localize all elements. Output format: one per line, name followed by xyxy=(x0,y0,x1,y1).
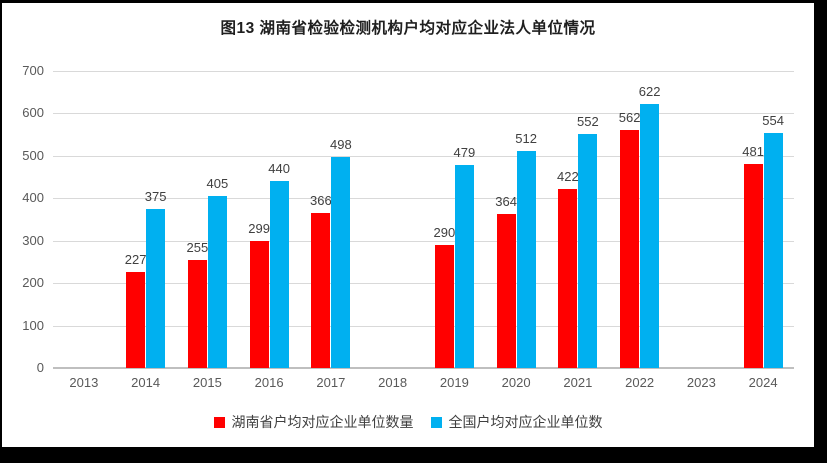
x-tick-label: 2019 xyxy=(439,375,469,390)
bar-hunan-2015 xyxy=(187,259,207,368)
data-label: 364 xyxy=(495,193,517,209)
gridline xyxy=(53,198,794,200)
y-tick-label: 600 xyxy=(22,105,44,121)
x-tick-label: 2013 xyxy=(69,375,99,390)
bar-group-2019: 290 479 xyxy=(424,71,486,368)
bar-national-2019 xyxy=(454,164,474,368)
bar-hunan-2022 xyxy=(620,129,640,368)
bar-group-2023 xyxy=(671,71,733,368)
y-tick-label: 200 xyxy=(22,275,44,291)
x-tick-label: 2015 xyxy=(192,375,222,390)
data-label: 422 xyxy=(557,168,579,184)
bar-national-2021 xyxy=(578,133,598,368)
gridline xyxy=(53,113,794,115)
bar-national-2022 xyxy=(640,104,660,368)
data-label: 562 xyxy=(618,109,641,125)
x-axis-labels: 2013 2014 2015 2016 2017 2018 2019 2020 2021 2022… xyxy=(53,375,794,393)
x-tick-label: 2021 xyxy=(563,375,593,390)
bar-national-2014 xyxy=(146,208,166,368)
data-label: 479 xyxy=(453,144,476,160)
x-tick-label: 2024 xyxy=(748,375,778,390)
x-tick-label: 2017 xyxy=(316,375,346,390)
bar-hunan-2021 xyxy=(558,188,578,368)
x-tick-label: 2014 xyxy=(131,375,161,390)
gridline xyxy=(53,283,794,285)
bar-group-2016: 299 440 xyxy=(238,71,300,368)
data-label: 227 xyxy=(124,251,147,267)
y-tick-label: 700 xyxy=(22,63,44,78)
x-tick-label: 2018 xyxy=(378,375,408,390)
bar-hunan-2016 xyxy=(249,241,269,368)
chart-title: 图13 湖南省检验检测机构户均对应企业法人单位情况 xyxy=(220,20,596,37)
bar-group-2021: 422 552 xyxy=(547,71,609,368)
data-label: 405 xyxy=(206,176,229,192)
data-label: 554 xyxy=(762,112,784,128)
bar-hunan-2019 xyxy=(434,244,454,368)
data-label: 552 xyxy=(577,113,599,129)
data-label: 375 xyxy=(144,188,167,204)
data-label: 512 xyxy=(515,130,537,146)
gridline xyxy=(53,325,794,327)
legend: 湖南省户均对应企业单位数量 全国户均对应企业单位数 xyxy=(2,412,814,432)
x-tick-label: 2016 xyxy=(254,375,284,390)
legend-swatch-hunan xyxy=(213,416,225,428)
gridline xyxy=(53,71,794,72)
bar-group-2017: 366 498 xyxy=(300,71,362,368)
bar-hunan-2020 xyxy=(496,213,516,368)
x-tick-label: 2020 xyxy=(501,375,531,390)
gridline xyxy=(53,155,794,157)
data-label: 440 xyxy=(268,161,290,177)
bar-national-2017 xyxy=(331,156,351,368)
bar-group-2024: 481 554 xyxy=(732,71,794,368)
x-axis-line xyxy=(53,367,794,369)
bar-national-2024 xyxy=(763,132,783,368)
bar-hunan-2024 xyxy=(743,163,763,368)
data-label: 498 xyxy=(330,136,352,152)
chart-frame: 图13 湖南省检验检测机构户均对应企业法人单位情况 227 375 255 405 29… xyxy=(2,3,814,447)
y-tick-label: 0 xyxy=(36,360,44,375)
y-tick-label: 100 xyxy=(22,317,44,333)
bar-group-2014: 227 375 xyxy=(115,71,177,368)
data-label: 366 xyxy=(310,192,332,208)
y-tick-label: 400 xyxy=(22,190,44,206)
legend-label-national: 全国户均对应企业单位数 xyxy=(448,414,603,430)
gridline xyxy=(53,240,794,242)
x-tick-label: 2023 xyxy=(686,375,716,390)
data-label: 622 xyxy=(638,84,661,100)
bar-group-2013 xyxy=(53,71,115,368)
plot-area: 227 375 255 405 299 440 366 498 290 479 364 512 422 5… xyxy=(53,71,794,369)
data-label: 481 xyxy=(742,143,764,159)
y-tick-label: 300 xyxy=(22,232,44,248)
legend-swatch-national xyxy=(430,416,442,428)
bar-national-2020 xyxy=(516,150,536,368)
bar-group-2018 xyxy=(362,71,424,368)
bar-hunan-2014 xyxy=(126,271,146,368)
legend-label-hunan: 湖南省户均对应企业单位数量 xyxy=(231,414,414,430)
data-label: 255 xyxy=(186,239,209,255)
bar-group-2020: 364 512 xyxy=(485,71,547,368)
x-tick-label: 2022 xyxy=(625,375,655,390)
data-label: 299 xyxy=(248,221,270,237)
data-label: 290 xyxy=(433,224,456,240)
bar-hunan-2017 xyxy=(311,212,331,368)
bar-group-2015: 255 405 xyxy=(177,71,239,368)
bar-group-2022: 562 622 xyxy=(609,71,671,368)
y-tick-label: 500 xyxy=(22,147,44,163)
bar-national-2016 xyxy=(269,181,289,368)
bar-national-2015 xyxy=(207,196,227,368)
